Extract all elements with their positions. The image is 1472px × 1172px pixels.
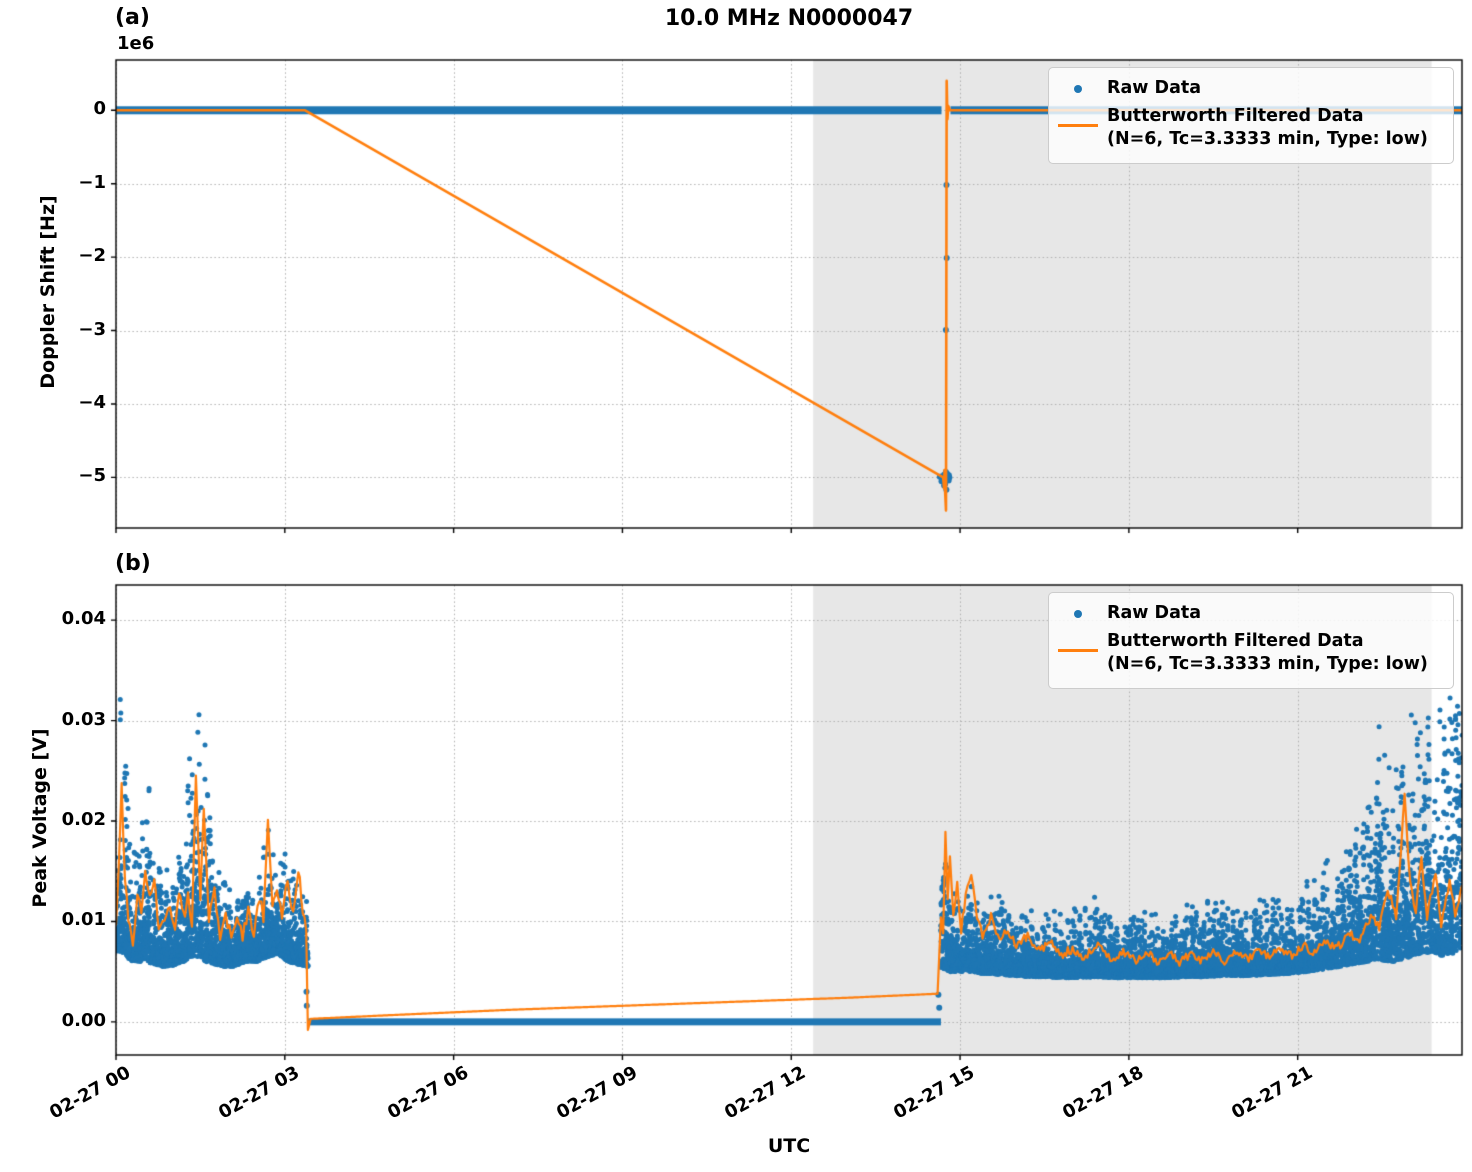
x-axis-label: UTC [767, 1135, 811, 1157]
legend-filtered-label-line1: Butterworth Filtered Data [1107, 631, 1364, 651]
raw-data-marker-icon [1049, 77, 1107, 93]
legend-filtered-label: Butterworth Filtered Data (N=6, Tc=3.333… [1107, 630, 1428, 676]
legend-panel-b: Raw Data Butterworth Filtered Data (N=6,… [1048, 592, 1454, 689]
y-tick-label: 0.02 [61, 809, 106, 830]
filtered-line-marker-icon [1049, 105, 1107, 127]
y-tick-label: 0.01 [61, 909, 106, 931]
raw-data-marker-icon [1049, 602, 1107, 618]
y-tick-label: 0 [93, 98, 106, 120]
legend-raw-label: Raw Data [1107, 78, 1202, 98]
legend-filtered-label: Butterworth Filtered Data (N=6, Tc=3.333… [1107, 105, 1428, 151]
y-tick-label: −1 [78, 171, 106, 193]
y-tick-label: −2 [78, 245, 106, 267]
legend-filtered-label-line2: (N=6, Tc=3.3333 min, Type: low) [1107, 129, 1428, 149]
legend-panel-a: Raw Data Butterworth Filtered Data (N=6,… [1048, 67, 1454, 164]
legend-item-raw: Raw Data [1049, 77, 1453, 100]
y-tick-label: −4 [78, 391, 106, 413]
filtered-line-marker-icon [1049, 630, 1107, 652]
panel-b-label: (b) [115, 551, 151, 576]
y-tick-label: −5 [78, 465, 106, 487]
legend-filtered-label-line2: (N=6, Tc=3.3333 min, Type: low) [1107, 654, 1428, 674]
legend-raw-label: Raw Data [1107, 603, 1202, 623]
panel-a-label: (a) [115, 5, 150, 30]
y-tick-label: 0.03 [61, 708, 106, 730]
figure-title: 10.0 MHz N0000047 [664, 6, 914, 31]
legend-item-filtered: Butterworth Filtered Data (N=6, Tc=3.333… [1049, 105, 1453, 151]
y-tick-label: 0.00 [61, 1009, 106, 1031]
legend-filtered-label-line1: Butterworth Filtered Data [1107, 106, 1364, 126]
legend-item-filtered: Butterworth Filtered Data (N=6, Tc=3.333… [1049, 630, 1453, 676]
legend-item-raw: Raw Data [1049, 602, 1453, 625]
y-tick-label: 0.04 [61, 608, 106, 630]
y-axis-offset-text: 1e6 [117, 33, 155, 54]
y-tick-label: −3 [78, 318, 106, 340]
